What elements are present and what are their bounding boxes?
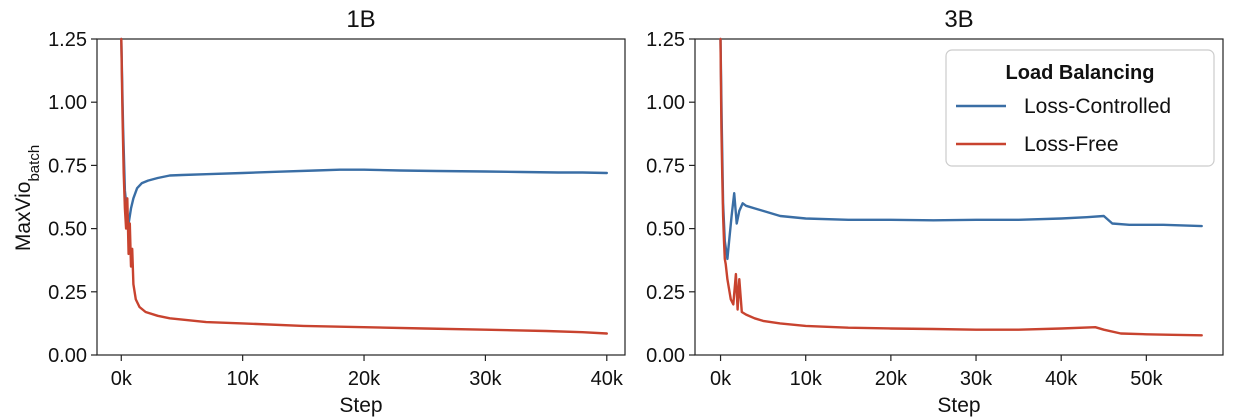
y-axis-label-subscript: batch	[26, 145, 43, 182]
series-lines-3b	[719, 37, 1203, 337]
y-axis-label: MaxViobatch	[12, 145, 43, 251]
x-tick-label-1b: 10k	[227, 368, 260, 390]
y-tick-label-1b: 0.00	[48, 345, 87, 367]
x-tick-label-3b: 30k	[960, 368, 993, 390]
series-line-loss-free-3b	[719, 37, 1203, 337]
x-tick-label-1b: 40k	[591, 368, 624, 390]
legend-title: Load Balancing	[1006, 62, 1155, 84]
series-line-loss-controlled-3b	[719, 37, 1203, 261]
series-line-loss-free-1b	[120, 37, 608, 335]
x-tick-label-3b: 40k	[1045, 368, 1078, 390]
y-axis-label-main: MaxVio	[12, 182, 35, 252]
y-ticks-3b: 0.00 0.25 0.50 0.75 1.00 1.25	[646, 29, 695, 367]
legend-label-loss-free: Loss-Free	[1024, 133, 1119, 156]
plot-frame-1b	[96, 38, 626, 356]
x-ticks-1b: 0k 10k 20k 30k 40k	[111, 355, 624, 390]
x-axis-label-3b: Step	[937, 394, 980, 417]
y-tick-label-1b: 0.25	[48, 282, 87, 304]
x-tick-label-1b: 30k	[469, 368, 502, 390]
y-tick-label-3b: 1.25	[646, 29, 685, 51]
x-ticks-3b: 0k 10k 20k 30k 40k 50k	[710, 355, 1163, 390]
y-tick-label-3b: 0.25	[646, 282, 685, 304]
y-tick-label-1b: 0.75	[48, 155, 87, 177]
legend-label-loss-controlled: Loss-Controlled	[1024, 95, 1171, 118]
plot-frame-3b	[694, 38, 1224, 356]
series-lines-1b	[120, 37, 608, 335]
x-tick-label-3b: 20k	[875, 368, 908, 390]
y-tick-label-1b: 1.00	[48, 92, 87, 114]
legend: Load Balancing Loss-Controlled Loss-Free	[945, 49, 1215, 167]
x-axis-label-1b: Step	[339, 394, 382, 417]
y-tick-label-3b: 0.75	[646, 155, 685, 177]
panel-3b: 3B 0.00 0.25 0.50 0.75 1.00 1.25 0k 10k 20k 30k 4…	[646, 6, 1224, 417]
panel-title-3b: 3B	[944, 6, 973, 33]
legend-box	[945, 49, 1215, 167]
panel-title-1b: 1B	[346, 6, 375, 33]
y-tick-label-3b: 1.00	[646, 92, 685, 114]
y-tick-label-3b: 0.00	[646, 345, 685, 367]
x-tick-label-3b: 10k	[790, 368, 823, 390]
panel-1b: 1B 0.00 0.25 0.50 0.75 1.00 1.25 0k 10k 20k 30k 4…	[48, 6, 626, 417]
y-tick-label-1b: 0.50	[48, 219, 87, 241]
x-tick-label-1b: 20k	[348, 368, 381, 390]
x-tick-label-1b: 0k	[111, 368, 133, 390]
x-tick-label-3b: 0k	[710, 368, 732, 390]
series-line-loss-controlled-1b	[120, 37, 608, 225]
x-tick-label-3b: 50k	[1130, 368, 1163, 390]
y-ticks-1b: 0.00 0.25 0.50 0.75 1.00 1.25	[48, 29, 97, 367]
y-tick-label-1b: 1.25	[48, 29, 87, 51]
y-tick-label-3b: 0.50	[646, 219, 685, 241]
